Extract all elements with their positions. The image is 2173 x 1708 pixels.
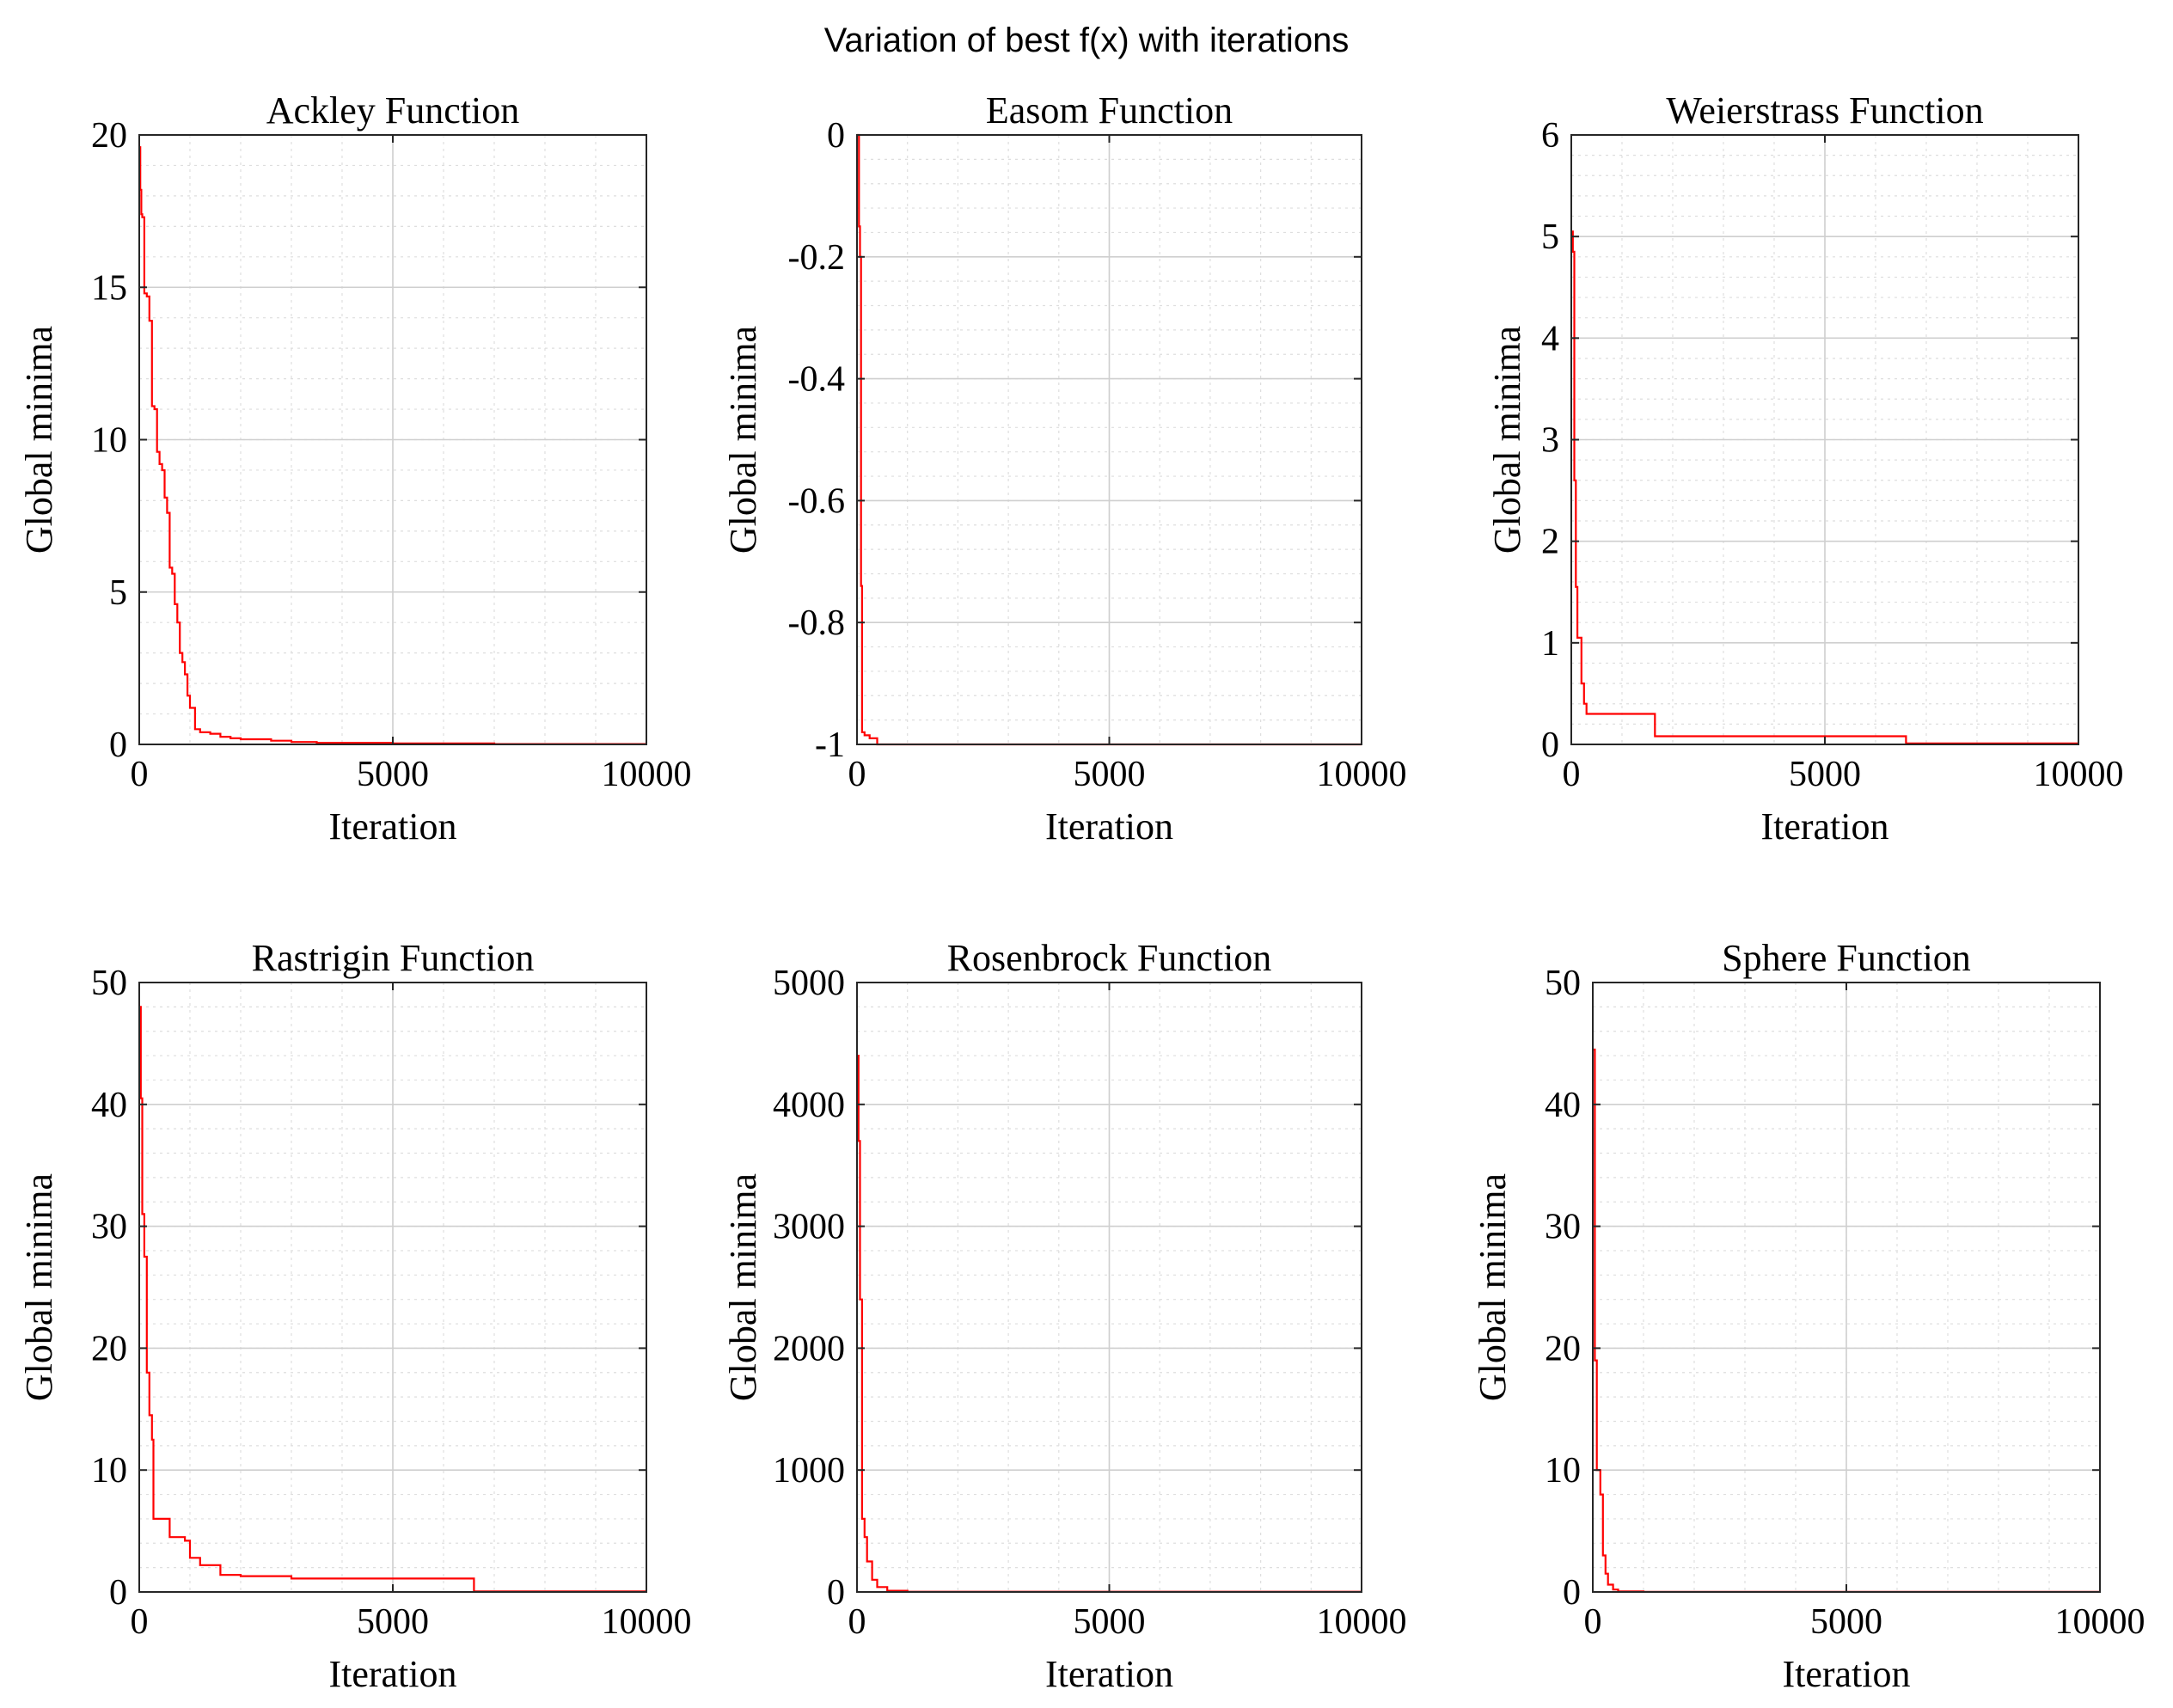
- y-tick-label: 1: [1541, 624, 1559, 664]
- y-tick-label: 10: [91, 421, 127, 461]
- x-axis-label: Iteration: [1760, 805, 1888, 848]
- subplot-title: Rastrigin Function: [252, 937, 535, 979]
- x-tick-label: 5000: [357, 755, 429, 794]
- series-line-1: [857, 133, 1362, 746]
- x-tick-label: 0: [848, 755, 866, 794]
- y-tick-label: 20: [1545, 1329, 1581, 1368]
- x-axis-label: Iteration: [1782, 1653, 1910, 1695]
- x-tick-label: 0: [1584, 1602, 1602, 1642]
- y-tick-label: -1: [815, 725, 845, 765]
- subplot-title: Easom Function: [986, 89, 1233, 132]
- y-tick-label: 20: [91, 1329, 127, 1368]
- series-line-1: [857, 1055, 1362, 1593]
- series-line-1: [139, 146, 646, 745]
- y-axis-label: Global minima: [1472, 1173, 1514, 1401]
- y-tick-label: 2000: [773, 1329, 845, 1368]
- subplot-3: 0 5000 10000 0 1 2 3 4 5 6 Weierstrass Function Ite…: [1486, 89, 2124, 848]
- x-tick-label: 5000: [1789, 755, 1861, 794]
- y-axis-label: Global minima: [18, 326, 60, 554]
- subplot-2: 0 5000 10000 -1 -0.8 -0.6 -0.4 -0.2 0 Easom Funct…: [722, 89, 1407, 848]
- y-axis-label: Global minima: [722, 326, 764, 554]
- subplot-1: 0 5000 10000 0 5 10 15 20 Ackley Function Iterati…: [18, 89, 692, 848]
- x-tick-label: 10000: [602, 1602, 692, 1642]
- subplot-title: Ackley Function: [266, 89, 520, 132]
- y-tick-label: 30: [1545, 1208, 1581, 1247]
- y-tick-label: 10: [1545, 1451, 1581, 1491]
- series-line-1: [139, 1006, 646, 1593]
- series-line-1: [1593, 1048, 2100, 1593]
- y-tick-label: 5000: [773, 964, 845, 1003]
- x-tick-label: 0: [131, 1602, 149, 1642]
- y-tick-label: -0.4: [788, 360, 846, 400]
- y-tick-label: 50: [91, 964, 127, 1003]
- y-tick-label: 5: [109, 573, 127, 613]
- y-tick-label: 6: [1541, 116, 1559, 156]
- figure-title: Variation of best f(x) with iterations: [824, 21, 1350, 59]
- y-tick-label: 30: [91, 1208, 127, 1247]
- y-axis-label: Global minima: [18, 1173, 60, 1401]
- x-axis-label: Iteration: [328, 1653, 456, 1695]
- y-tick-label: -0.6: [788, 481, 846, 521]
- subplot-title: Weierstrass Function: [1666, 89, 1983, 132]
- x-tick-label: 10000: [1317, 755, 1407, 794]
- y-tick-label: 2: [1541, 523, 1559, 562]
- y-tick-label: 10: [91, 1451, 127, 1491]
- subplot-5: 0 5000 10000 0 1000 2000 3000 4000 5000 Rosenbroc…: [722, 937, 1407, 1695]
- x-tick-label: 5000: [1074, 1602, 1146, 1642]
- x-tick-label: 10000: [2034, 755, 2124, 794]
- y-tick-label: 0: [1563, 1573, 1581, 1613]
- x-tick-label: 10000: [1317, 1602, 1407, 1642]
- y-tick-label: 0: [109, 1573, 127, 1613]
- subplot-4: 0 5000 10000 0 10 20 30 40 50 Rastrigin Function I…: [18, 937, 692, 1695]
- x-tick-label: 10000: [2055, 1602, 2145, 1642]
- y-tick-label: 40: [1545, 1086, 1581, 1125]
- x-tick-label: 5000: [357, 1602, 429, 1642]
- subplot-title: Rosenbrock Function: [947, 937, 1272, 979]
- y-tick-label: -0.2: [788, 238, 846, 278]
- y-tick-label: 4: [1541, 319, 1559, 358]
- y-axis-label: Global minima: [722, 1173, 764, 1401]
- y-tick-label: 4000: [773, 1086, 845, 1125]
- y-tick-label: 5: [1541, 217, 1559, 257]
- x-axis-label: Iteration: [328, 805, 456, 848]
- subplot-6: 0 5000 10000 0 10 20 30 40 50 Sphere Function Iter…: [1472, 937, 2145, 1695]
- series-line-1: [1571, 230, 2078, 744]
- x-axis-label: Iteration: [1045, 805, 1173, 848]
- y-tick-label: -0.8: [788, 603, 846, 643]
- y-tick-label: 0: [109, 725, 127, 765]
- x-tick-label: 0: [131, 755, 149, 794]
- y-tick-label: 0: [1541, 725, 1559, 765]
- x-tick-label: 10000: [602, 755, 692, 794]
- y-tick-label: 1000: [773, 1451, 845, 1491]
- y-tick-label: 3: [1541, 421, 1559, 461]
- y-axis-label: Global minima: [1486, 326, 1528, 554]
- x-tick-label: 5000: [1810, 1602, 1882, 1642]
- y-tick-label: 3000: [773, 1208, 845, 1247]
- y-tick-label: 15: [91, 268, 127, 308]
- y-tick-label: 20: [91, 116, 127, 156]
- y-tick-label: 0: [827, 116, 845, 156]
- x-tick-label: 0: [848, 1602, 866, 1642]
- x-axis-label: Iteration: [1045, 1653, 1173, 1695]
- subplot-title: Sphere Function: [1722, 937, 1971, 979]
- x-tick-label: 5000: [1074, 755, 1146, 794]
- x-tick-label: 0: [1563, 755, 1581, 794]
- y-tick-label: 40: [91, 1086, 127, 1125]
- y-tick-label: 0: [827, 1573, 845, 1613]
- y-tick-label: 50: [1545, 964, 1581, 1003]
